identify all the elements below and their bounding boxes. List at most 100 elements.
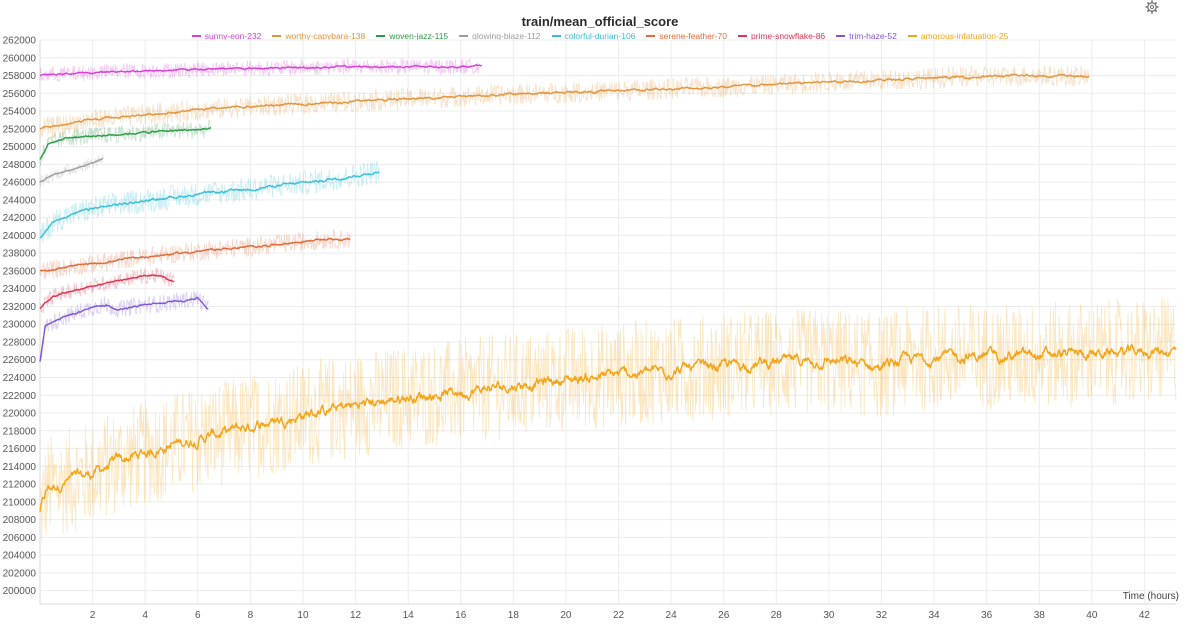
x-tick-label: 10 <box>297 610 309 621</box>
x-tick-label: 18 <box>508 610 520 621</box>
y-tick-label: 210000 <box>3 497 37 508</box>
legend-item-amorous-infatuation-25[interactable]: amorous-infatuation-25 <box>907 31 1009 41</box>
y-tick-label: 228000 <box>3 337 37 348</box>
x-tick-label: 40 <box>1086 610 1098 621</box>
y-tick-label: 204000 <box>3 551 37 562</box>
legend-swatch <box>551 35 561 37</box>
x-tick-label: 12 <box>350 610 362 621</box>
y-tick-label: 226000 <box>3 355 37 366</box>
legend-swatch <box>737 35 747 37</box>
legend-swatch <box>907 35 917 37</box>
legend-item-serene-feather-70[interactable]: serene-feather-70 <box>646 31 727 41</box>
y-tick-label: 232000 <box>3 302 37 313</box>
y-tick-label: 206000 <box>3 533 37 544</box>
legend-swatch <box>272 35 282 37</box>
y-tick-label: 216000 <box>3 444 37 455</box>
y-tick-label: 244000 <box>3 195 37 206</box>
x-tick-label: 26 <box>718 610 730 621</box>
legend-swatch <box>836 35 846 37</box>
series-line-prime-snowflake-86[interactable] <box>39 274 175 310</box>
series-noise-woven-jazz-115 <box>39 118 212 167</box>
y-tick-label: 218000 <box>3 426 37 437</box>
series-noise-colorful-durian-106 <box>39 160 380 243</box>
y-tick-label: 242000 <box>3 213 37 224</box>
y-tick-label: 214000 <box>3 462 37 473</box>
x-tick-label: 2 <box>90 610 96 621</box>
x-tick-label: 4 <box>142 610 148 621</box>
y-tick-label: 200000 <box>3 586 37 597</box>
y-tick-label: 260000 <box>3 53 37 64</box>
series-noise-sunny-eon-232 <box>39 57 483 82</box>
series-line-amorous-infatuation-25[interactable] <box>39 344 1177 513</box>
y-tick-label: 240000 <box>3 231 37 242</box>
x-tick-label: 36 <box>981 610 993 621</box>
legend-label: serene-feather-70 <box>659 31 727 41</box>
gear-icon[interactable] <box>1145 0 1159 14</box>
y-tick-label: 246000 <box>3 178 37 189</box>
x-tick-label: 38 <box>1034 610 1046 621</box>
x-tick-label: 22 <box>613 610 625 621</box>
series-line-worthy-capybara-138[interactable] <box>39 73 1090 130</box>
series-line-sunny-eon-232[interactable] <box>39 64 482 77</box>
legend-label: trim-haze-52 <box>849 31 897 41</box>
y-tick-label: 236000 <box>3 266 37 277</box>
chart-title: train/mean_official_score <box>521 14 679 29</box>
x-tick-label: 32 <box>876 610 888 621</box>
y-tick-label: 202000 <box>3 568 37 579</box>
legend-item-sunny-eon-232[interactable]: sunny-eon-232 <box>191 31 262 41</box>
legend-item-trim-haze-52[interactable]: trim-haze-52 <box>836 31 897 41</box>
x-tick-label: 20 <box>560 610 572 621</box>
series-noise-serene-feather-70 <box>39 229 351 280</box>
legend-label: glowing-blaze-112 <box>472 31 541 41</box>
y-tick-label: 230000 <box>3 320 37 331</box>
legend-item-prime-snowflake-86[interactable]: prime-snowflake-86 <box>737 31 826 41</box>
chart-legend: sunny-eon-232 worthy-capybara-138 woven-ja… <box>0 31 1200 41</box>
series-line-trim-haze-52[interactable] <box>39 296 209 362</box>
y-tick-label: 208000 <box>3 515 37 526</box>
x-tick-label: 6 <box>195 610 201 621</box>
y-tick-label: 224000 <box>3 373 37 384</box>
y-tick-label: 252000 <box>3 124 37 135</box>
x-tick-label: 30 <box>823 610 835 621</box>
x-tick-label: 28 <box>771 610 783 621</box>
x-tick-label: 14 <box>403 610 415 621</box>
y-tick-label: 238000 <box>3 249 37 260</box>
y-tick-label: 222000 <box>3 391 37 402</box>
y-tick-label: 258000 <box>3 71 37 82</box>
x-axis-label: Time (hours) <box>1123 591 1179 602</box>
y-tick-label: 220000 <box>3 409 37 420</box>
series-line-woven-jazz-115[interactable] <box>39 127 212 160</box>
legend-item-colorful-durian-106[interactable]: colorful-durian-106 <box>551 31 636 41</box>
x-tick-label: 16 <box>455 610 467 621</box>
legend-label: colorful-durian-106 <box>564 31 636 41</box>
series-noise-amorous-infatuation-25 <box>39 297 1177 541</box>
legend-swatch <box>646 35 656 37</box>
legend-item-glowing-blaze-112[interactable]: glowing-blaze-112 <box>459 31 541 41</box>
y-tick-label: 212000 <box>3 480 37 491</box>
legend-swatch <box>459 35 469 37</box>
legend-swatch <box>376 35 386 37</box>
y-tick-label: 250000 <box>3 142 37 153</box>
legend-label: woven-jazz-115 <box>389 31 449 41</box>
x-tick-label: 34 <box>929 610 941 621</box>
y-tick-label: 234000 <box>3 284 37 295</box>
series-line-glowing-blaze-112[interactable] <box>39 157 104 183</box>
y-tick-label: 262000 <box>3 36 37 47</box>
y-tick-label: 256000 <box>3 89 37 100</box>
legend-label: worthy-capybara-138 <box>285 31 366 41</box>
legend-item-worthy-capybara-138[interactable]: worthy-capybara-138 <box>272 31 365 41</box>
legend-label: prime-snowflake-86 <box>750 31 826 41</box>
x-tick-label: 42 <box>1139 610 1151 621</box>
legend-label: sunny-eon-232 <box>204 31 262 41</box>
x-tick-label: 24 <box>666 610 678 621</box>
y-tick-label: 254000 <box>3 107 37 118</box>
x-tick-label: 8 <box>248 610 254 621</box>
legend-swatch <box>191 35 201 37</box>
legend-label: amorous-infatuation-25 <box>920 31 1009 41</box>
series-noise-trim-haze-52 <box>39 290 209 360</box>
y-tick-label: 248000 <box>3 160 37 171</box>
series-line-serene-feather-70[interactable] <box>39 237 351 272</box>
legend-item-woven-jazz-115[interactable]: woven-jazz-115 <box>376 31 448 41</box>
series-line-colorful-durian-106[interactable] <box>39 171 380 239</box>
